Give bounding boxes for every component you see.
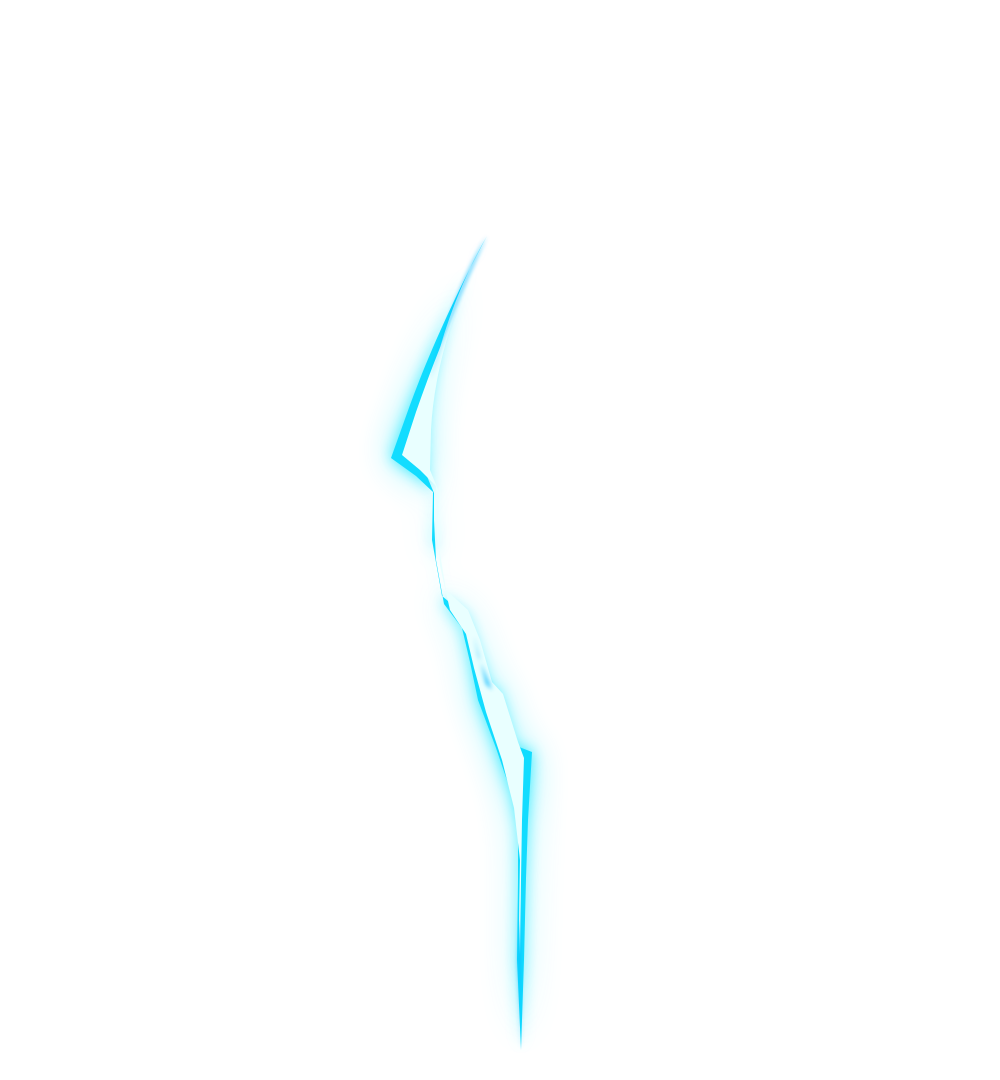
streak-halo bbox=[391, 236, 532, 1050]
streak-core bbox=[402, 262, 524, 955]
streak-edge-accent bbox=[430, 236, 521, 1050]
streak-outline bbox=[391, 236, 532, 1050]
streak-glow bbox=[391, 236, 532, 1050]
